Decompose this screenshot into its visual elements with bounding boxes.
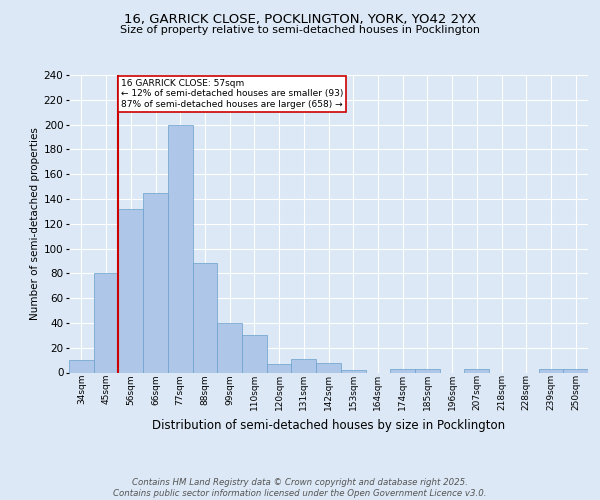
Bar [193, 264, 217, 372]
X-axis label: Distribution of semi-detached houses by size in Pocklington: Distribution of semi-detached houses by … [152, 418, 505, 432]
Text: Contains HM Land Registry data © Crown copyright and database right 2025.
Contai: Contains HM Land Registry data © Crown c… [113, 478, 487, 498]
Bar [292, 359, 316, 372]
Text: 16, GARRICK CLOSE, POCKLINGTON, YORK, YO42 2YX: 16, GARRICK CLOSE, POCKLINGTON, YORK, YO… [124, 12, 476, 26]
Bar [217, 323, 242, 372]
Text: 16 GARRICK CLOSE: 57sqm
← 12% of semi-detached houses are smaller (93)
87% of se: 16 GARRICK CLOSE: 57sqm ← 12% of semi-de… [121, 78, 343, 108]
Bar [242, 336, 267, 372]
Y-axis label: Number of semi-detached properties: Number of semi-detached properties [29, 128, 40, 320]
Bar [316, 362, 341, 372]
Bar [69, 360, 94, 372]
Bar [118, 209, 143, 372]
Bar [94, 274, 118, 372]
Text: Size of property relative to semi-detached houses in Pocklington: Size of property relative to semi-detach… [120, 25, 480, 35]
Bar [168, 124, 193, 372]
Bar [563, 369, 588, 372]
Bar [267, 364, 292, 372]
Bar [341, 370, 365, 372]
Bar [143, 193, 168, 372]
Bar [539, 369, 563, 372]
Bar [464, 369, 489, 372]
Bar [390, 369, 415, 372]
Bar [415, 369, 440, 372]
